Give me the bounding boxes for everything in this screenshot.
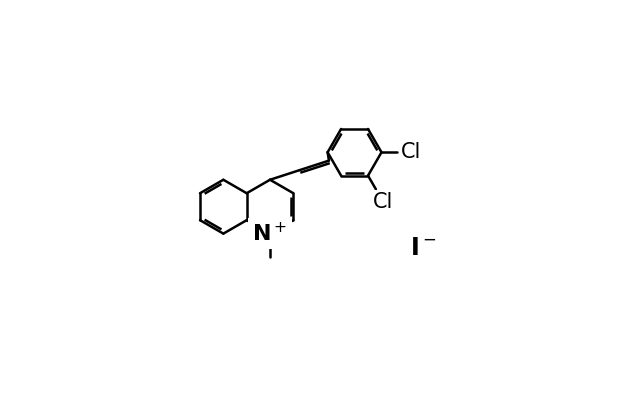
Text: I$^-$: I$^-$ xyxy=(410,236,436,260)
Text: N$^+$: N$^+$ xyxy=(252,222,287,245)
Text: Cl: Cl xyxy=(372,192,393,211)
Text: Cl: Cl xyxy=(401,142,422,162)
